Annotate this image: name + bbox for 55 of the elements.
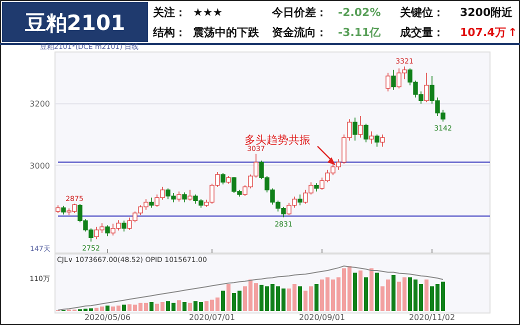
text: 成交量： — [399, 26, 444, 39]
x-tick-label: 2020/05/06 — [84, 313, 131, 322]
candlestick — [182, 192, 187, 203]
candlestick — [386, 72, 390, 92]
text: ★★★ — [193, 6, 223, 19]
bar — [122, 304, 126, 311]
candlestick — [369, 131, 374, 144]
candlestick — [188, 190, 192, 202]
x-tick-label: 2020/07/01 — [188, 313, 236, 322]
text: 今日价差： — [271, 6, 327, 19]
x-tick-label: 2020/11/02 — [408, 313, 456, 322]
bar — [106, 306, 110, 311]
bar — [392, 275, 396, 311]
bar — [150, 302, 154, 311]
text: 3200附近 — [460, 6, 514, 19]
bar — [298, 286, 302, 311]
bar — [375, 272, 379, 311]
candlestick — [364, 123, 368, 143]
text: -2.02% — [338, 6, 381, 19]
text: ↑ — [508, 26, 518, 39]
bar — [370, 268, 374, 311]
candlestick — [424, 72, 429, 103]
candlestick — [352, 117, 358, 142]
candlestick — [176, 191, 182, 202]
candlestick — [391, 69, 396, 90]
y-tick-label: 3000 — [30, 161, 50, 170]
bar — [221, 290, 225, 311]
candlestick — [298, 194, 302, 206]
text: -3.11亿 — [338, 26, 382, 39]
candlestick — [149, 197, 154, 208]
text: 震荡中的下跌 — [192, 26, 260, 39]
bar — [177, 300, 181, 311]
bar — [226, 284, 230, 311]
x-tick-label: 2020/09/01 — [298, 313, 346, 322]
text: 关注： — [152, 6, 186, 19]
bar — [358, 270, 362, 311]
candlestick — [122, 220, 126, 232]
text: 关键位： — [399, 6, 444, 19]
bar — [314, 284, 318, 311]
text: 107.4万 — [460, 26, 506, 39]
text: 结构： — [152, 26, 186, 39]
candlestick — [374, 134, 380, 148]
y-tick-label: 3200 — [30, 100, 50, 109]
bar — [188, 302, 192, 311]
candlestick — [220, 172, 226, 185]
candlestick — [358, 116, 363, 138]
text: 资金流向： — [272, 26, 327, 39]
candlestick — [380, 134, 385, 148]
bar — [424, 280, 428, 311]
candlestick — [105, 224, 110, 236]
annotation: 多头趋势共振 — [244, 133, 310, 146]
bar — [182, 302, 186, 311]
text: 豆粕2101 — [24, 11, 126, 35]
bar — [353, 272, 357, 311]
bar — [364, 277, 368, 311]
